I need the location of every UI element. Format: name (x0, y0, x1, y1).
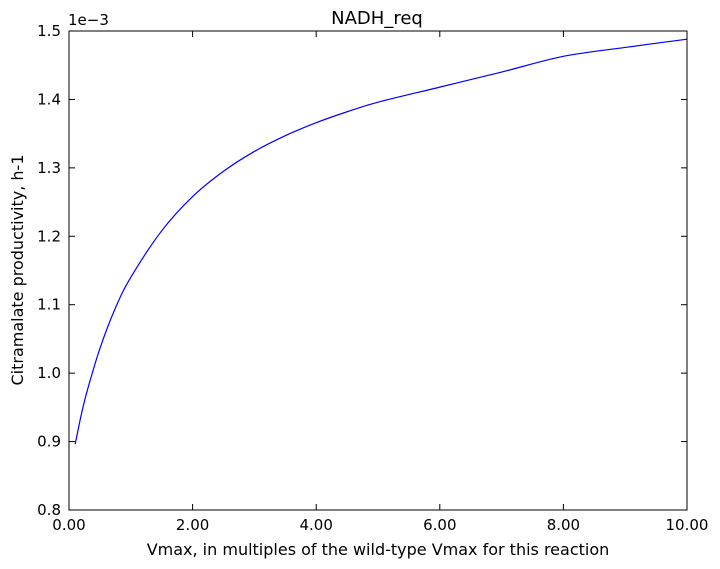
y-tick-label: 1.1 (37, 296, 61, 314)
y-axis-label: Citramalate productivity, h-1 (8, 154, 27, 385)
y-tick-label: 0.8 (37, 501, 61, 519)
x-tick-label: 0.00 (52, 516, 85, 534)
x-tick-label: 10.00 (666, 516, 709, 534)
y-tick-label: 1.2 (37, 227, 61, 245)
plot-area: 0.00 2.00 4.00 6.00 8.00 10.00 0.8 0.9 1.0 1.1 1.2… (37, 22, 708, 534)
chart-title: NADH_req (331, 8, 423, 29)
x-tick-label: 8.00 (547, 516, 580, 534)
y-tick-label: 1.3 (37, 159, 61, 177)
series-line (74, 38, 688, 445)
y-tick-label: 1.4 (37, 90, 61, 108)
x-axis-label: Vmax, in multiples of the wild-type Vmax… (147, 540, 610, 559)
x-tick-label: 2.00 (176, 516, 209, 534)
plot-frame (68, 30, 688, 511)
y-tick-label: 1.5 (37, 22, 61, 40)
x-tick-label: 4.00 (299, 516, 332, 534)
y-tick-label: 0.9 (37, 433, 61, 451)
y-offset-label: 1e−3 (68, 11, 109, 29)
y-tick-label: 1.0 (37, 364, 61, 382)
x-tick-label: 6.00 (423, 516, 456, 534)
